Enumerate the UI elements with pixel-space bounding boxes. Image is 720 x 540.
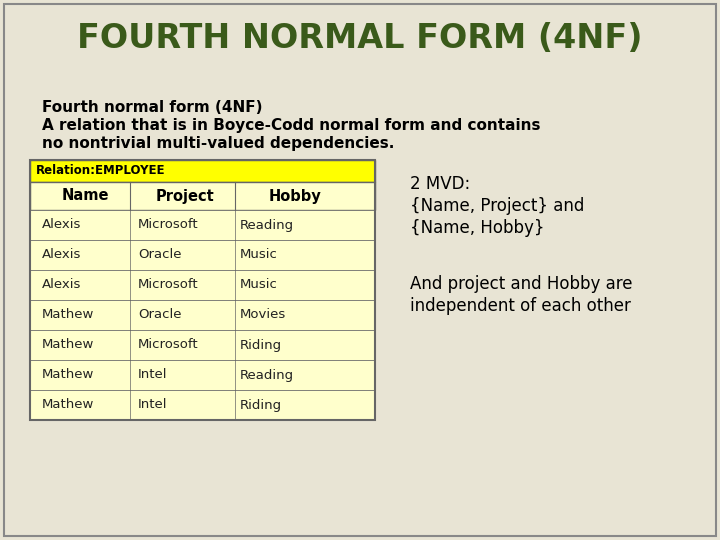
- Text: Mathew: Mathew: [42, 399, 94, 411]
- Text: Microsoft: Microsoft: [138, 339, 199, 352]
- Text: Music: Music: [240, 279, 278, 292]
- Text: Oracle: Oracle: [138, 308, 181, 321]
- Text: 2 MVD:: 2 MVD:: [410, 175, 470, 193]
- Text: Intel: Intel: [138, 399, 168, 411]
- FancyBboxPatch shape: [30, 360, 375, 390]
- Text: Relation:EMPLOYEE: Relation:EMPLOYEE: [36, 165, 166, 178]
- Text: And project and Hobby are: And project and Hobby are: [410, 275, 632, 293]
- Text: Microsoft: Microsoft: [138, 279, 199, 292]
- Text: Movies: Movies: [240, 308, 287, 321]
- Text: A relation that is in Boyce-Codd normal form and contains: A relation that is in Boyce-Codd normal …: [42, 118, 541, 133]
- Text: Mathew: Mathew: [42, 368, 94, 381]
- Text: Alexis: Alexis: [42, 279, 81, 292]
- FancyBboxPatch shape: [30, 182, 375, 210]
- Text: Riding: Riding: [240, 339, 282, 352]
- FancyBboxPatch shape: [30, 270, 375, 300]
- Text: Microsoft: Microsoft: [138, 219, 199, 232]
- FancyBboxPatch shape: [30, 330, 375, 360]
- Text: Alexis: Alexis: [42, 219, 81, 232]
- Text: Mathew: Mathew: [42, 308, 94, 321]
- Text: Name: Name: [61, 188, 109, 204]
- Text: {Name, Hobby}: {Name, Hobby}: [410, 219, 544, 237]
- Text: Music: Music: [240, 248, 278, 261]
- Text: Fourth normal form (4NF): Fourth normal form (4NF): [42, 100, 263, 115]
- FancyBboxPatch shape: [30, 300, 375, 330]
- Text: Hobby: Hobby: [269, 188, 321, 204]
- Text: no nontrivial multi-valued dependencies.: no nontrivial multi-valued dependencies.: [42, 136, 395, 151]
- Text: Reading: Reading: [240, 219, 294, 232]
- Text: Alexis: Alexis: [42, 248, 81, 261]
- Text: independent of each other: independent of each other: [410, 297, 631, 315]
- FancyBboxPatch shape: [30, 390, 375, 420]
- Text: Intel: Intel: [138, 368, 168, 381]
- Text: FOURTH NORMAL FORM (4NF): FOURTH NORMAL FORM (4NF): [77, 22, 643, 55]
- FancyBboxPatch shape: [30, 210, 375, 240]
- Text: Project: Project: [156, 188, 215, 204]
- FancyBboxPatch shape: [30, 240, 375, 270]
- FancyBboxPatch shape: [30, 160, 375, 182]
- Text: Oracle: Oracle: [138, 248, 181, 261]
- Text: Mathew: Mathew: [42, 339, 94, 352]
- Text: Reading: Reading: [240, 368, 294, 381]
- Text: {Name, Project} and: {Name, Project} and: [410, 197, 585, 215]
- Text: Riding: Riding: [240, 399, 282, 411]
